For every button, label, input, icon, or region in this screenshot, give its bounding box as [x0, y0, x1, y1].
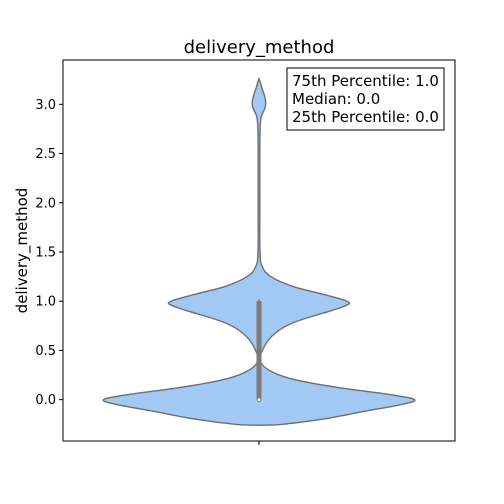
y-tick-label: 0.0 [35, 393, 56, 408]
violin-iqr-box [256, 301, 262, 400]
stats-line: 25th Percentile: 0.0 [292, 108, 439, 126]
plot-area [102, 77, 416, 426]
y-axis-label: delivery_method [13, 188, 32, 314]
stats-line: Median: 0.0 [292, 90, 380, 108]
y-tick-label: 0.5 [35, 344, 56, 359]
violin-median-marker [256, 397, 262, 402]
y-tick-label: 2.0 [35, 196, 56, 211]
y-tick-label: 1.0 [35, 295, 56, 310]
stats-box [286, 67, 445, 131]
stats-line: 75th Percentile: 1.0 [292, 72, 439, 90]
y-tick-label: 2.5 [35, 147, 56, 162]
y-tick-label: 1.5 [35, 245, 56, 260]
chart-title: delivery_method [184, 37, 335, 58]
y-tick-label: 3.0 [35, 98, 56, 113]
y-axis: 0.0 0.5 1.0 1.5 2.0 2.5 3.0 [35, 59, 456, 445]
